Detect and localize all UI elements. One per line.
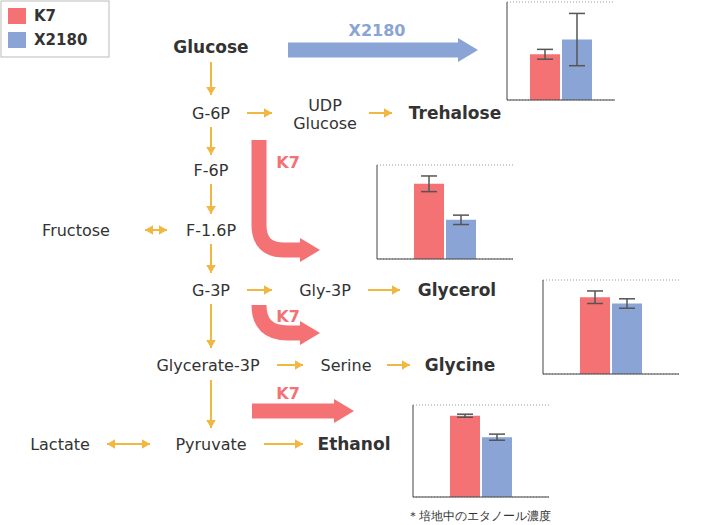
svg-text:K7: K7 xyxy=(276,384,300,403)
svg-text:F-6P: F-6P xyxy=(194,161,229,180)
svg-text:Fructose: Fructose xyxy=(42,221,110,240)
svg-text:X2180: X2180 xyxy=(349,21,406,40)
svg-text:K7: K7 xyxy=(276,153,300,172)
svg-text:G-3P: G-3P xyxy=(192,281,230,300)
svg-text:K7: K7 xyxy=(276,307,300,326)
svg-text:Lactate: Lactate xyxy=(30,435,90,454)
svg-text:Glycine: Glycine xyxy=(425,355,495,375)
svg-text:Serine: Serine xyxy=(320,356,371,375)
svg-text:＊培地中のエタノール濃度: ＊培地中のエタノール濃度 xyxy=(407,509,551,523)
svg-text:UDPGlucose: UDPGlucose xyxy=(293,96,357,133)
svg-text:Pyruvate: Pyruvate xyxy=(175,435,246,454)
svg-text:F-1.6P: F-1.6P xyxy=(186,221,236,240)
svg-text:Gly-3P: Gly-3P xyxy=(299,281,351,300)
svg-text:Glycerate-3P: Glycerate-3P xyxy=(156,356,259,375)
svg-text:G-6P: G-6P xyxy=(192,104,230,123)
svg-text:Trehalose: Trehalose xyxy=(409,103,501,123)
svg-text:Ethanol: Ethanol xyxy=(318,434,391,454)
svg-text:X2180: X2180 xyxy=(34,31,87,49)
svg-text:Glycerol: Glycerol xyxy=(418,280,496,300)
svg-text:K7: K7 xyxy=(34,7,56,25)
svg-text:Glucose: Glucose xyxy=(173,37,248,57)
